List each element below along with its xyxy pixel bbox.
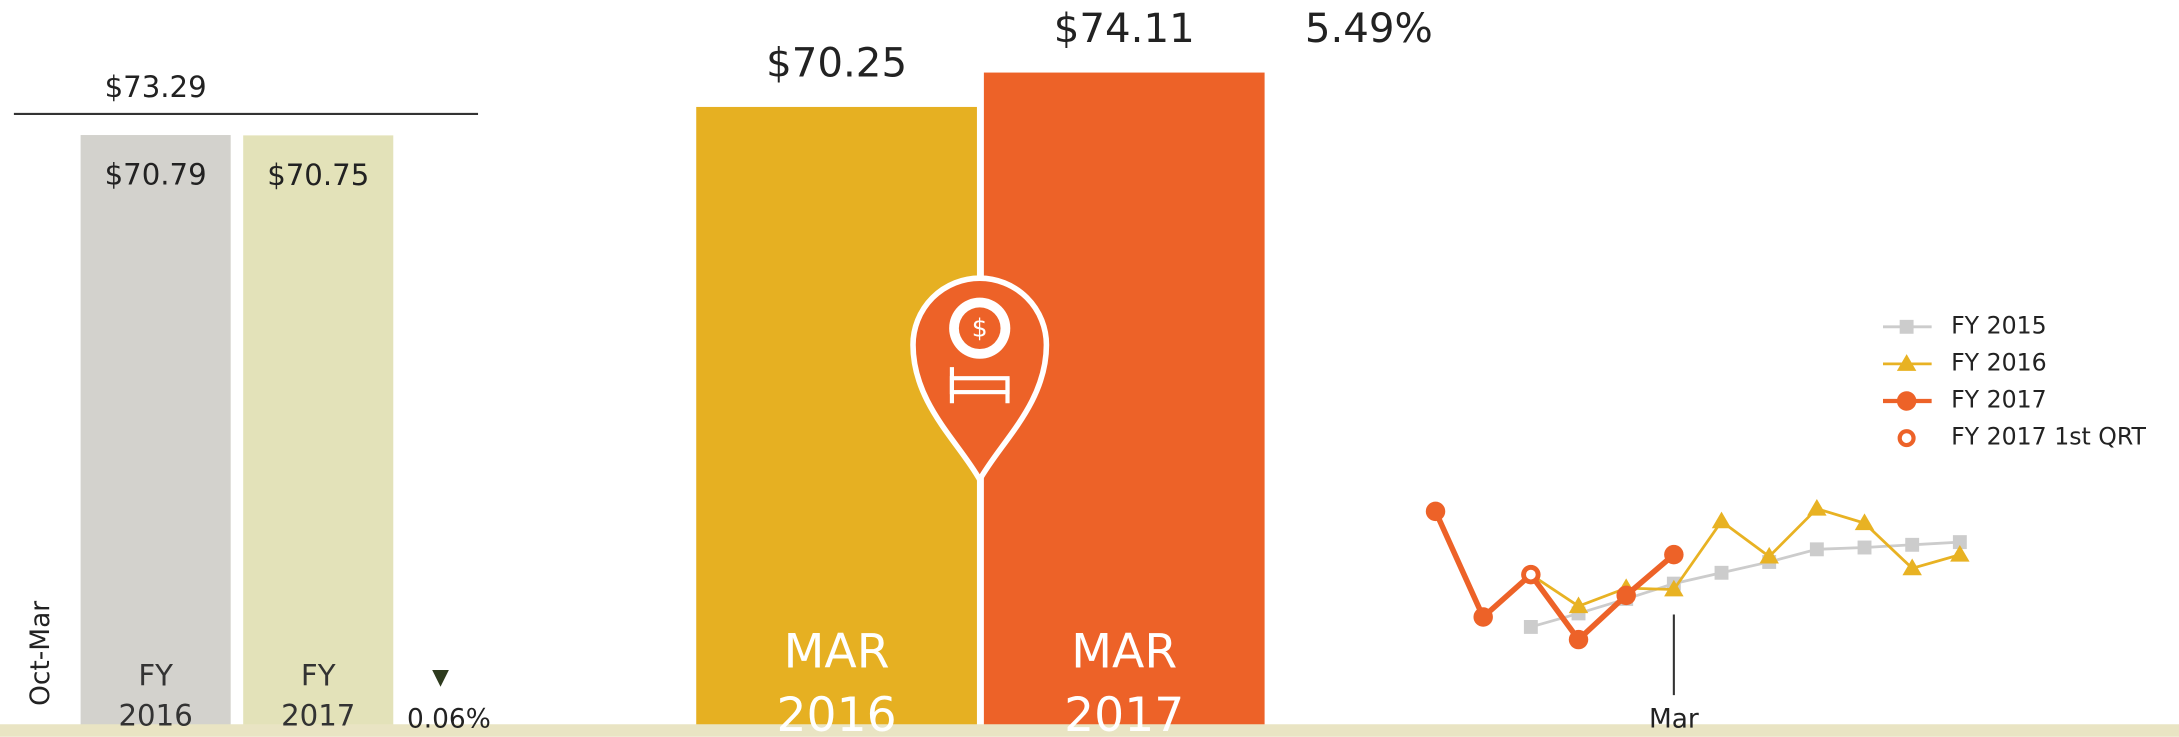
change-label: 0.06% <box>407 704 491 735</box>
marker <box>1896 391 1917 411</box>
category-label-box: FY 2017 <box>281 658 356 733</box>
x-tick-label: Mar <box>1649 704 1699 735</box>
marker <box>1950 545 1970 562</box>
category-label-box: MAR 2017 <box>1064 624 1185 737</box>
legend-label: FY 2017 <box>1951 386 2047 414</box>
marker <box>1568 629 1589 650</box>
marker <box>1902 558 1922 576</box>
line-layer: Mar FY 2015 FY 2016 FY 2017 FY 2017 1st QRT <box>1425 311 2147 735</box>
series-line <box>1432 510 1676 644</box>
value-label: $70.75 <box>267 158 369 192</box>
marker <box>1711 511 1732 529</box>
marker <box>1473 607 1493 627</box>
bottom-band <box>0 724 2179 737</box>
hotel-casino-pin-icon: $ <box>910 275 1050 486</box>
marker <box>1899 319 1914 334</box>
category-label: MAR 2016 <box>776 624 897 737</box>
marker <box>1664 579 1684 597</box>
change-label: 5.49% <box>1305 5 1433 52</box>
down-arrow <box>432 670 449 687</box>
marker <box>1523 619 1538 634</box>
series-line <box>1530 507 1961 608</box>
legend-label: FY 2017 1st QRT <box>1951 423 2146 451</box>
marker <box>1759 546 1779 564</box>
marker <box>1616 585 1636 606</box>
category-label: MAR 2017 <box>1064 624 1185 737</box>
marker <box>1896 354 1917 371</box>
marker <box>1714 565 1729 580</box>
marker <box>1807 498 1827 516</box>
category-label: FY 2016 <box>118 658 193 733</box>
marker <box>1809 542 1824 557</box>
value-label: $70.25 <box>766 39 907 86</box>
value-label: $74.11 <box>1054 5 1195 52</box>
legend-label: FY 2016 <box>1951 348 2047 376</box>
category-label-box: MAR 2016 <box>776 624 897 737</box>
reference-label: $73.29 <box>105 70 207 104</box>
axis-label: Oct-Mar <box>25 601 56 706</box>
svg-text:$: $ <box>972 314 988 343</box>
legend-label: FY 2015 <box>1951 311 2047 339</box>
marker <box>1952 535 1967 550</box>
series-line <box>1530 540 1960 629</box>
category-label: FY 2017 <box>281 658 356 733</box>
marker <box>1664 544 1684 565</box>
bar <box>696 106 977 733</box>
category-label-box: FY 2016 <box>118 658 193 733</box>
marker <box>1425 501 1446 522</box>
bars-layer <box>80 72 1265 733</box>
marker <box>1521 565 1540 584</box>
marker <box>1897 429 1916 448</box>
bar <box>80 135 231 733</box>
marker <box>1568 596 1589 614</box>
marker <box>1857 540 1872 555</box>
bar <box>243 135 394 733</box>
value-label: $70.79 <box>105 158 207 192</box>
marker <box>1905 537 1920 552</box>
marker <box>1854 513 1875 531</box>
